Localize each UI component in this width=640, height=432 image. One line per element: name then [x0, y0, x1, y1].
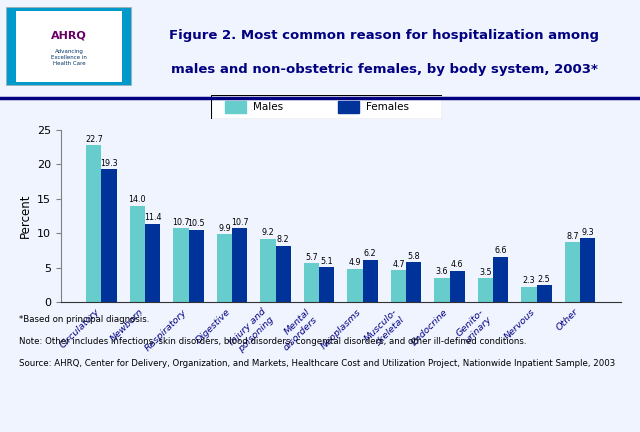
- Bar: [217, 234, 232, 302]
- Text: Females: Females: [365, 102, 408, 112]
- Bar: [348, 269, 362, 302]
- Text: 3.5: 3.5: [479, 268, 492, 277]
- Bar: [338, 101, 358, 113]
- Bar: [304, 263, 319, 302]
- Bar: [435, 277, 449, 302]
- Text: 6.2: 6.2: [364, 249, 376, 258]
- Text: 5.1: 5.1: [321, 257, 333, 266]
- Bar: [225, 101, 246, 113]
- Bar: [232, 229, 247, 302]
- Bar: [362, 260, 378, 302]
- FancyBboxPatch shape: [6, 7, 131, 86]
- Bar: [319, 267, 334, 302]
- Text: 6.6: 6.6: [495, 246, 507, 255]
- Y-axis label: Percent: Percent: [19, 194, 31, 238]
- Text: 3.6: 3.6: [436, 267, 448, 276]
- Text: 2.5: 2.5: [538, 275, 550, 284]
- Text: 4.9: 4.9: [349, 258, 361, 267]
- Bar: [391, 270, 406, 302]
- Text: 5.8: 5.8: [408, 252, 420, 261]
- Bar: [276, 246, 291, 302]
- Text: 19.3: 19.3: [100, 159, 118, 168]
- Text: 10.5: 10.5: [188, 219, 205, 229]
- Bar: [565, 242, 580, 302]
- Bar: [260, 239, 276, 302]
- Bar: [522, 286, 536, 302]
- Bar: [478, 278, 493, 302]
- Text: 10.7: 10.7: [231, 218, 248, 227]
- Bar: [130, 206, 145, 302]
- Text: Source: AHRQ, Center for Delivery, Organization, and Markets, Healthcare Cost an: Source: AHRQ, Center for Delivery, Organ…: [19, 359, 616, 368]
- Bar: [449, 270, 465, 302]
- Text: 4.7: 4.7: [392, 260, 404, 269]
- Text: AHRQ: AHRQ: [51, 30, 87, 40]
- Text: Males: Males: [253, 102, 283, 112]
- Text: 9.3: 9.3: [581, 228, 594, 237]
- Text: males and non-obstetric females, by body system, 2003*: males and non-obstetric females, by body…: [171, 63, 597, 76]
- Text: Note: Other includes infections, skin disorders, blood disorders, congenital dis: Note: Other includes infections, skin di…: [19, 337, 527, 346]
- Text: 8.7: 8.7: [566, 232, 579, 241]
- Text: Advancing
Excellence in
Health Care: Advancing Excellence in Health Care: [51, 49, 87, 66]
- Text: 11.4: 11.4: [144, 213, 161, 222]
- Text: *Based on principal diagnosis.: *Based on principal diagnosis.: [19, 315, 150, 324]
- Bar: [493, 257, 508, 302]
- Bar: [536, 285, 552, 302]
- Bar: [580, 238, 595, 302]
- FancyBboxPatch shape: [211, 95, 442, 119]
- Text: 8.2: 8.2: [277, 235, 289, 245]
- Text: 14.0: 14.0: [129, 195, 146, 204]
- Text: 10.7: 10.7: [172, 218, 189, 227]
- Text: 22.7: 22.7: [85, 135, 103, 144]
- Text: 4.6: 4.6: [451, 260, 463, 269]
- Text: 9.2: 9.2: [262, 229, 275, 238]
- Bar: [145, 224, 160, 302]
- Text: 9.9: 9.9: [218, 224, 231, 232]
- Bar: [189, 230, 204, 302]
- Text: 5.7: 5.7: [305, 253, 318, 262]
- Text: 2.3: 2.3: [523, 276, 535, 285]
- Bar: [173, 229, 189, 302]
- Bar: [406, 262, 421, 302]
- FancyBboxPatch shape: [16, 11, 122, 82]
- Bar: [102, 169, 116, 302]
- Bar: [86, 146, 102, 302]
- Text: Figure 2. Most common reason for hospitalization among: Figure 2. Most common reason for hospita…: [169, 29, 599, 42]
